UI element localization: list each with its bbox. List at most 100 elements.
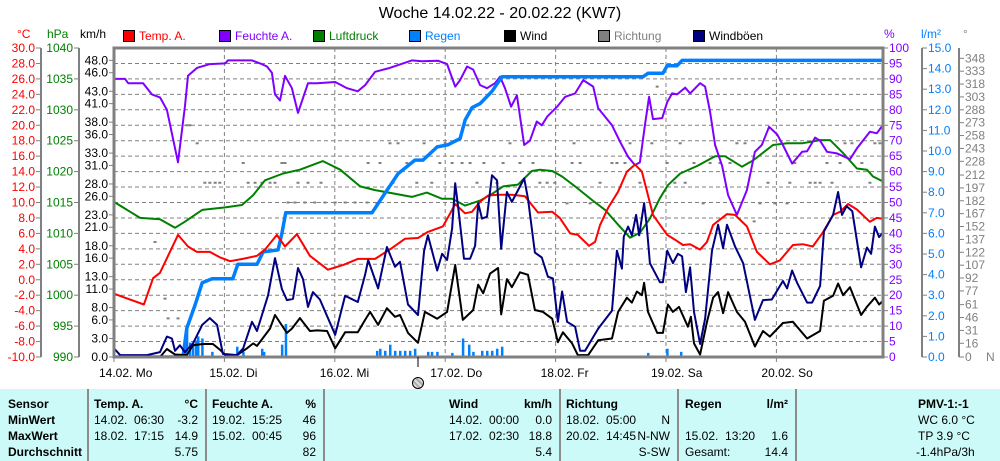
- x-tick-label: 18.02. Fr: [541, 366, 589, 380]
- rain-bar: [201, 338, 204, 357]
- legend-item-humidity[interactable]: Feuchte A.: [219, 29, 292, 43]
- direction-point: [650, 142, 654, 145]
- column-divider: [677, 389, 679, 461]
- legend-item-wind[interactable]: Wind: [504, 29, 547, 43]
- wind-max-time: 17.02. 02:30: [449, 429, 520, 443]
- direction-tick-label: 333: [965, 64, 985, 78]
- direction-point: [166, 317, 170, 320]
- legend-swatch: [219, 29, 231, 42]
- direction-point: [482, 162, 486, 165]
- humidity-max-value: 96: [302, 429, 316, 443]
- direction-point: [213, 181, 217, 184]
- direction-point: [319, 181, 323, 184]
- direction-point: [268, 181, 272, 184]
- temp-avg-value: 5.75: [174, 445, 198, 459]
- legend-item-gusts[interactable]: Windböen: [693, 29, 763, 43]
- legend-item-direction[interactable]: Richtung: [598, 28, 662, 43]
- direction-point: [610, 162, 614, 165]
- direction-point: [388, 142, 392, 145]
- direction-point: [443, 142, 447, 145]
- column-divider: [795, 389, 797, 461]
- direction-point: [788, 181, 792, 184]
- direction-point: [303, 201, 307, 204]
- rain-bar: [436, 351, 439, 357]
- direction-point: [655, 85, 659, 88]
- direction-point: [176, 317, 180, 320]
- humidity-tick-label: 35: [889, 242, 903, 256]
- wind-unit-label: km/h: [80, 27, 107, 41]
- temp-tick-label: 4.0: [18, 242, 35, 256]
- rain-bar: [195, 340, 198, 357]
- rain-bar: [384, 350, 387, 357]
- humidity-tick-label: 75: [889, 118, 903, 132]
- rain-bar: [262, 351, 266, 357]
- direction-min-time: 18.02. 05:00: [566, 413, 637, 427]
- temp-tick-label: 24.0: [12, 87, 36, 101]
- direction-tick-label: 16: [965, 336, 979, 350]
- legend-item-temp[interactable]: Temp. A.: [123, 29, 186, 43]
- direction-point: [438, 162, 442, 165]
- direction-tick-label: 303: [965, 90, 985, 104]
- temp-min-time: 14.02. 06:30: [94, 413, 165, 427]
- temp-tick-label: 2.0: [18, 257, 35, 271]
- direction-tick-label: 212: [965, 168, 985, 182]
- temp-tick-label: -2.0: [14, 288, 35, 302]
- direction-point: [578, 162, 582, 165]
- series-line-temp: [114, 163, 883, 306]
- statistics-table: Sensor MinWert MaxWert Durchschnitt Temp…: [0, 389, 1000, 461]
- direction-tick-label: 288: [965, 103, 985, 117]
- rain-bar: [191, 342, 195, 357]
- direction-point: [153, 240, 157, 243]
- series-line-wind: [159, 263, 883, 357]
- legend-label: Richtung: [614, 28, 662, 43]
- legend-item-rain[interactable]: Regen: [409, 28, 461, 43]
- direction-point: [460, 162, 464, 165]
- rain-bar: [490, 350, 494, 357]
- rain-tick-label: 7.0: [928, 206, 945, 220]
- legend-swatch: [313, 29, 325, 42]
- direction-point: [466, 124, 470, 127]
- current-time-marker-icon[interactable]: [412, 377, 424, 389]
- column-divider: [323, 389, 325, 461]
- rain-bar: [211, 351, 214, 357]
- rain-bar: [408, 350, 412, 357]
- legend-item-pressure[interactable]: Luftdruck: [313, 29, 378, 43]
- direction-tick-label: 137: [965, 232, 985, 246]
- rain-bar: [196, 336, 200, 357]
- series-line-pressure: [114, 139, 883, 239]
- direction-unit-label: °: [963, 27, 968, 41]
- temp-tick-label: -8.0: [14, 335, 35, 349]
- wind-tick-label: 6.0: [91, 313, 108, 327]
- pmv-header: PMV-1:-1: [918, 397, 969, 411]
- humidity-tick-label: 30: [889, 257, 903, 271]
- direction-tick-label: 243: [965, 141, 985, 155]
- pressure-tick-label: 1020: [46, 165, 73, 179]
- direction-tick-label: 107: [965, 258, 985, 272]
- direction-point: [743, 142, 747, 145]
- direction-header: Richtung: [566, 397, 618, 411]
- direction-point: [188, 124, 192, 127]
- legend-label: Regen: [425, 28, 461, 43]
- rain-bar: [495, 348, 499, 357]
- humidity-tick-label: 45: [889, 211, 903, 225]
- temp-unit-label: °C: [17, 27, 31, 41]
- direction-point: [378, 162, 382, 165]
- wind-tick-label: 0.0: [91, 350, 108, 364]
- temp-tick-label: 26.0: [12, 72, 36, 86]
- humidity-unit: %: [305, 397, 316, 411]
- dew-point-value: TP 3.9 °C: [918, 429, 970, 443]
- rain-tick-label: 3.0: [928, 288, 945, 302]
- direction-point: [678, 142, 682, 145]
- direction-point: [365, 201, 369, 204]
- pressure-tick-label: 1040: [46, 41, 73, 55]
- humidity-tick-label: 25: [889, 273, 903, 287]
- direction-point: [588, 202, 592, 205]
- temp-header: Temp. A.: [94, 397, 144, 411]
- direction-point: [615, 162, 619, 165]
- rain-tick-label: 11.0: [928, 123, 951, 137]
- direction-point: [283, 162, 287, 165]
- rain-bar: [379, 348, 382, 357]
- x-tick-label: 17.02. Do: [430, 366, 482, 380]
- wind-tick-label: 18.0: [85, 239, 109, 253]
